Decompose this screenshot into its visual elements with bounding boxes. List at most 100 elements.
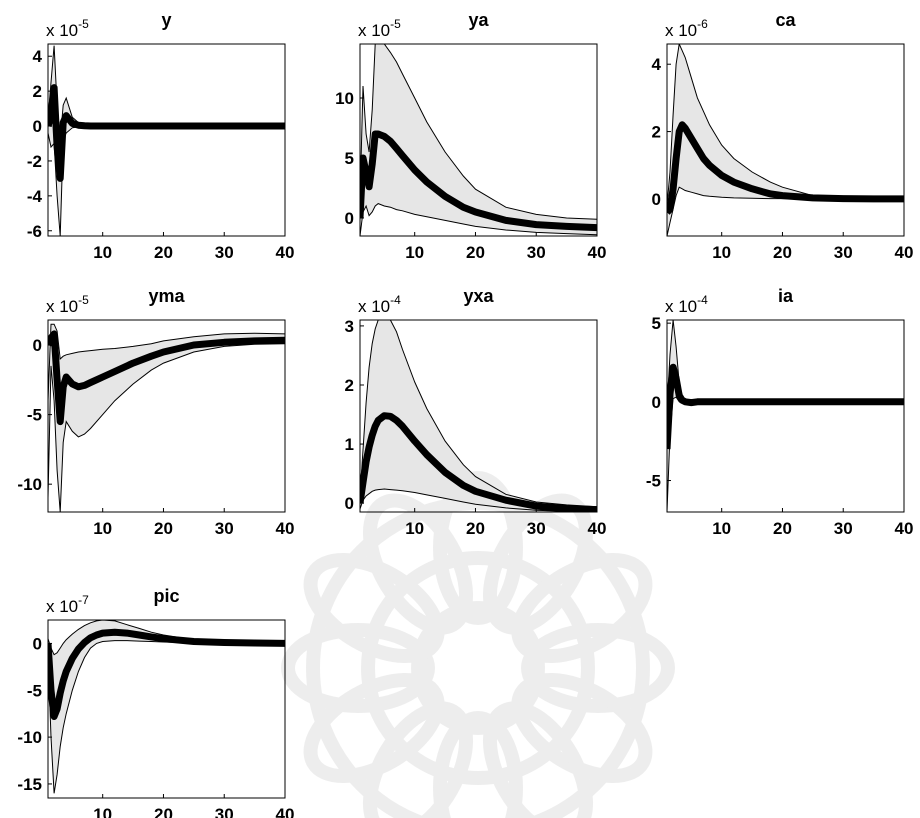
chart-panel-ya: 10 20 30 40 0 5 10 x 10-5 ya (335, 10, 606, 262)
plot-area (48, 45, 285, 236)
y-tick-label: 0 (33, 117, 42, 136)
axis-multiplier: x 10-5 (46, 17, 89, 40)
x-tick-label: 40 (895, 243, 914, 262)
y-tick-label: 5 (345, 149, 354, 168)
panel-title: yxa (463, 286, 494, 306)
lower-band-line (48, 125, 285, 236)
median-response-line (360, 412, 597, 512)
watermark-petal (303, 672, 445, 784)
multiplier-exponent: -4 (697, 293, 708, 307)
confidence-band (360, 44, 597, 236)
multiplier-base: x 10 (46, 297, 78, 316)
watermark-petal (521, 623, 675, 713)
lower-band-line (360, 203, 597, 236)
axes-frame (47, 319, 286, 513)
axis-multiplier: x 10-5 (46, 293, 89, 316)
multiplier-exponent: -4 (390, 293, 401, 307)
x-tick-label: 30 (527, 519, 546, 538)
chart-panel-pic: 10 20 30 40 -15 -10 -5 0x 10-7 pic (17, 586, 294, 818)
watermark-petal (482, 701, 594, 818)
x-tick-label: 30 (834, 243, 853, 262)
median-response-line (48, 330, 285, 426)
axes-frame (666, 43, 905, 237)
multiplier-exponent: -6 (697, 17, 708, 31)
lower-band-line (360, 488, 597, 512)
multiplier-base: x 10 (46, 597, 78, 616)
y-tick-label: 2 (652, 123, 661, 142)
chart-panel-ia: 10 20 30 40 -5 0 5x 10-4 ia (646, 286, 914, 538)
watermark-petal (303, 552, 445, 664)
axes-frame (47, 43, 286, 237)
y-tick-label: 1 (345, 435, 354, 454)
multiplier-base: x 10 (358, 21, 390, 40)
x-tick-label: 20 (466, 519, 485, 538)
axis-multiplier: x 10-6 (665, 17, 708, 40)
panel-title: pic (153, 586, 179, 606)
chart-panel-ca: 10 20 30 40 0 2 4x 10-6 ca (652, 10, 914, 262)
panel-title: ia (778, 286, 794, 306)
chart-panel-yxa: 10 20 30 40 0 1 2 3x 10-4 yxa (345, 286, 607, 538)
x-tick-label: 20 (154, 243, 173, 262)
upper-band-line (360, 44, 597, 220)
axes-frame (666, 319, 905, 513)
y-tick-label: 0 (345, 209, 354, 228)
x-tick-label: 40 (276, 243, 295, 262)
plot-area (667, 320, 904, 512)
multiplier-base: x 10 (665, 297, 697, 316)
x-tick-label: 10 (405, 519, 424, 538)
plot-area (48, 323, 285, 512)
upper-band-line (360, 320, 597, 508)
y-tick-label: 3 (345, 317, 354, 336)
x-tick-label: 30 (527, 243, 546, 262)
axis-multiplier: x 10-4 (358, 293, 401, 316)
y-tick-label: -10 (17, 475, 42, 494)
x-tick-label: 20 (154, 805, 173, 818)
y-tick-label: -5 (646, 472, 661, 491)
panel-title: y (161, 10, 171, 30)
panel-title: yma (148, 286, 185, 306)
y-tick-label: 2 (33, 82, 42, 101)
y-tick-label: -5 (27, 406, 42, 425)
confidence-band (360, 320, 597, 512)
axes-frame (359, 319, 598, 513)
x-tick-label: 40 (276, 805, 295, 818)
multiplier-exponent: -5 (78, 293, 89, 307)
lower-band-line (48, 343, 285, 512)
axis-multiplier: x 10-5 (358, 17, 401, 40)
x-tick-label: 30 (834, 519, 853, 538)
plot-area (48, 620, 285, 794)
y-tick-label: 0 (652, 190, 661, 209)
panel-title: ya (468, 10, 489, 30)
y-tick-label: -2 (27, 152, 42, 171)
median-response-line (667, 363, 904, 450)
y-tick-label: 4 (652, 55, 662, 74)
plot-area (360, 320, 597, 512)
axes-frame (47, 619, 286, 799)
y-tick-label: 0 (345, 494, 354, 513)
watermark-petal (482, 493, 594, 635)
median-response-line (48, 628, 285, 720)
panel-title: ca (775, 10, 796, 30)
x-tick-label: 40 (588, 519, 607, 538)
confidence-band (667, 44, 904, 236)
multiplier-base: x 10 (665, 21, 697, 40)
multiplier-base: x 10 (358, 297, 390, 316)
plot-area (360, 44, 597, 236)
x-tick-label: 40 (588, 243, 607, 262)
confidence-band (48, 620, 285, 794)
confidence-band (667, 320, 904, 512)
multiplier-exponent: -5 (390, 17, 401, 31)
x-tick-label: 20 (773, 243, 792, 262)
lower-band-line (48, 640, 285, 794)
watermark-petal (362, 701, 474, 818)
x-tick-label: 30 (215, 805, 234, 818)
multiplier-exponent: -7 (78, 593, 89, 607)
median-response-line (667, 121, 904, 215)
x-tick-label: 40 (276, 519, 295, 538)
lower-band-line (667, 396, 904, 512)
median-response-line (48, 84, 285, 182)
watermark-petal (362, 493, 474, 635)
y-tick-label: 0 (33, 336, 42, 355)
